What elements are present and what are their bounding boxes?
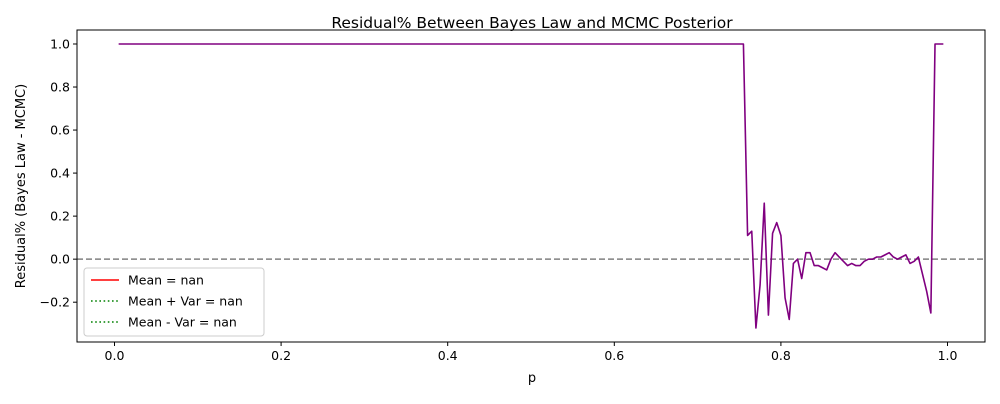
- y-tick-label: −0.2: [40, 295, 70, 310]
- y-axis-label: Residual% (Bayes Law - MCMC): [14, 84, 29, 288]
- legend-label: Mean = nan: [128, 273, 204, 288]
- x-tick-label: 0.2: [271, 348, 291, 363]
- y-tick-label: 0.2: [50, 209, 70, 224]
- legend-label: Mean - Var = nan: [128, 315, 237, 330]
- y-tick-label: 0.8: [50, 80, 70, 95]
- chart-title: Residual% Between Bayes Law and MCMC Pos…: [331, 14, 733, 32]
- plot-frame: [76, 29, 986, 343]
- x-axis-label: p: [528, 371, 536, 386]
- x-tick-label: 0.4: [438, 348, 458, 363]
- x-tick-label: 0.8: [771, 348, 791, 363]
- y-tick-label: 1.0: [50, 36, 70, 51]
- y-tick-label: 0.0: [50, 252, 70, 267]
- x-tick-label: 0.0: [105, 348, 125, 363]
- x-tick-label: 0.6: [604, 348, 624, 363]
- legend-label: Mean + Var = nan: [128, 294, 243, 309]
- y-tick-label: 0.4: [50, 166, 70, 181]
- legend-box: [83, 267, 265, 337]
- x-tick-label: 1.0: [938, 348, 958, 363]
- residual-series-line: [118, 43, 944, 329]
- y-tick-label: 0.6: [50, 123, 70, 138]
